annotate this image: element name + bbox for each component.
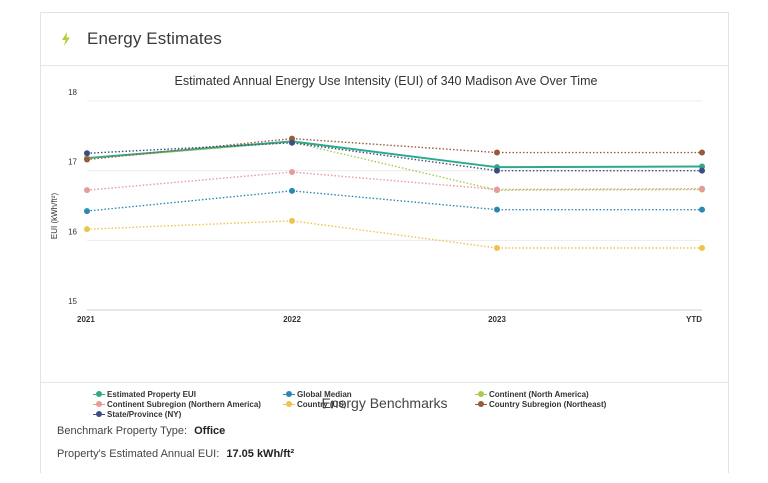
x-tick-label: YTD bbox=[686, 315, 702, 324]
series-group bbox=[84, 135, 705, 251]
y-axis-ticks: 15 16 17 18 bbox=[68, 88, 77, 306]
x-tick-label: 2023 bbox=[488, 315, 506, 324]
data-point[interactable] bbox=[289, 135, 295, 142]
chart-legend: Estimated Property EUI Global Median Conti… bbox=[93, 389, 703, 419]
y-tick-label: 18 bbox=[68, 88, 77, 97]
data-point[interactable] bbox=[289, 217, 295, 224]
series-line bbox=[86, 142, 702, 172]
legend-item[interactable]: Country (US) bbox=[283, 399, 475, 409]
energy-estimates-card: Energy Estimates Estimated Annual Energy… bbox=[40, 12, 729, 473]
legend-item[interactable]: Global Median bbox=[283, 389, 475, 399]
property-type-value: Office bbox=[194, 425, 226, 437]
card-header: Energy Estimates bbox=[41, 13, 728, 66]
series-line bbox=[86, 190, 702, 212]
data-point[interactable] bbox=[699, 167, 705, 174]
series-3 bbox=[84, 169, 705, 194]
legend-label: Estimated Property EUI bbox=[107, 389, 196, 399]
property-type-label: Benchmark Property Type: bbox=[57, 425, 188, 437]
data-point[interactable] bbox=[699, 244, 705, 251]
energy-benchmarks-section: Energy Benchmarks Benchmark Property Typ… bbox=[41, 382, 728, 483]
legend-item[interactable]: Estimated Property EUI bbox=[93, 389, 283, 399]
benchmark-estimated-eui: Property's Estimated Annual EUI: 17.05 k… bbox=[57, 448, 294, 460]
estimated-eui-label: Property's Estimated Annual EUI: bbox=[57, 448, 220, 460]
series-0 bbox=[84, 138, 705, 171]
legend-label: Country Subregion (Northeast) bbox=[489, 399, 607, 409]
y-axis-label: EUI (kWh/ft²) bbox=[50, 193, 59, 240]
benchmark-property-type: Benchmark Property Type: Office bbox=[57, 425, 225, 437]
series-line bbox=[86, 141, 703, 191]
series-4 bbox=[84, 217, 705, 251]
series-6 bbox=[84, 139, 705, 174]
data-point[interactable] bbox=[84, 187, 90, 194]
series-1 bbox=[84, 187, 705, 215]
lightning-bolt-icon bbox=[62, 32, 70, 46]
data-point[interactable] bbox=[494, 186, 500, 193]
legend-marker bbox=[475, 400, 487, 408]
legend-marker bbox=[93, 400, 105, 408]
legend-marker bbox=[93, 390, 105, 398]
data-point[interactable] bbox=[289, 169, 295, 176]
data-point[interactable] bbox=[699, 185, 705, 192]
legend-marker bbox=[475, 390, 487, 398]
legend-label: Country (US) bbox=[297, 399, 347, 409]
legend-label: Continent (North America) bbox=[489, 389, 589, 399]
chart-title: Estimated Annual Energy Use Intensity (E… bbox=[175, 74, 598, 88]
legend-item[interactable]: State/Province (NY) bbox=[93, 409, 283, 419]
y-tick-label: 17 bbox=[68, 158, 77, 167]
legend-marker bbox=[93, 410, 105, 418]
x-axis-ticks: 2021 2022 2023 YTD bbox=[77, 315, 702, 324]
data-point[interactable] bbox=[84, 208, 90, 215]
legend-item[interactable]: Continent Subregion (Northern America) bbox=[93, 399, 283, 409]
card-title: Energy Estimates bbox=[87, 29, 222, 48]
legend-label: State/Province (NY) bbox=[107, 409, 182, 419]
data-point[interactable] bbox=[289, 139, 295, 146]
data-point[interactable] bbox=[84, 226, 90, 233]
data-point[interactable] bbox=[84, 156, 90, 163]
data-point[interactable] bbox=[84, 150, 90, 157]
data-point[interactable] bbox=[494, 244, 500, 251]
series-5 bbox=[84, 135, 705, 163]
gridlines bbox=[87, 100, 702, 311]
chart-svg: Estimated Annual Energy Use Intensity (E… bbox=[50, 74, 705, 324]
eui-line-chart: Estimated Annual Energy Use Intensity (E… bbox=[41, 66, 728, 419]
data-point[interactable] bbox=[494, 149, 500, 156]
series-line bbox=[86, 137, 702, 161]
data-point[interactable] bbox=[289, 187, 295, 194]
data-point[interactable] bbox=[699, 149, 705, 156]
series-line bbox=[86, 171, 703, 191]
benchmarks-title: Energy Benchmarks bbox=[321, 395, 448, 411]
legend-item[interactable]: Country Subregion (Northeast) bbox=[475, 399, 703, 409]
data-point[interactable] bbox=[494, 206, 500, 213]
legend-label: Global Median bbox=[297, 389, 352, 399]
legend-marker bbox=[283, 390, 295, 398]
data-point[interactable] bbox=[494, 167, 500, 174]
y-tick-label: 15 bbox=[68, 297, 77, 306]
data-point[interactable] bbox=[699, 163, 705, 170]
x-tick-label: 2021 bbox=[77, 315, 95, 324]
series-line bbox=[86, 220, 702, 249]
y-tick-label: 16 bbox=[68, 227, 77, 236]
legend-marker bbox=[283, 400, 295, 408]
data-point[interactable] bbox=[699, 206, 705, 213]
legend-item[interactable]: Continent (North America) bbox=[475, 389, 703, 399]
legend-label: Continent Subregion (Northern America) bbox=[107, 399, 261, 409]
estimated-eui-value: 17.05 kWh/ft² bbox=[226, 448, 295, 460]
x-tick-label: 2022 bbox=[283, 315, 301, 324]
